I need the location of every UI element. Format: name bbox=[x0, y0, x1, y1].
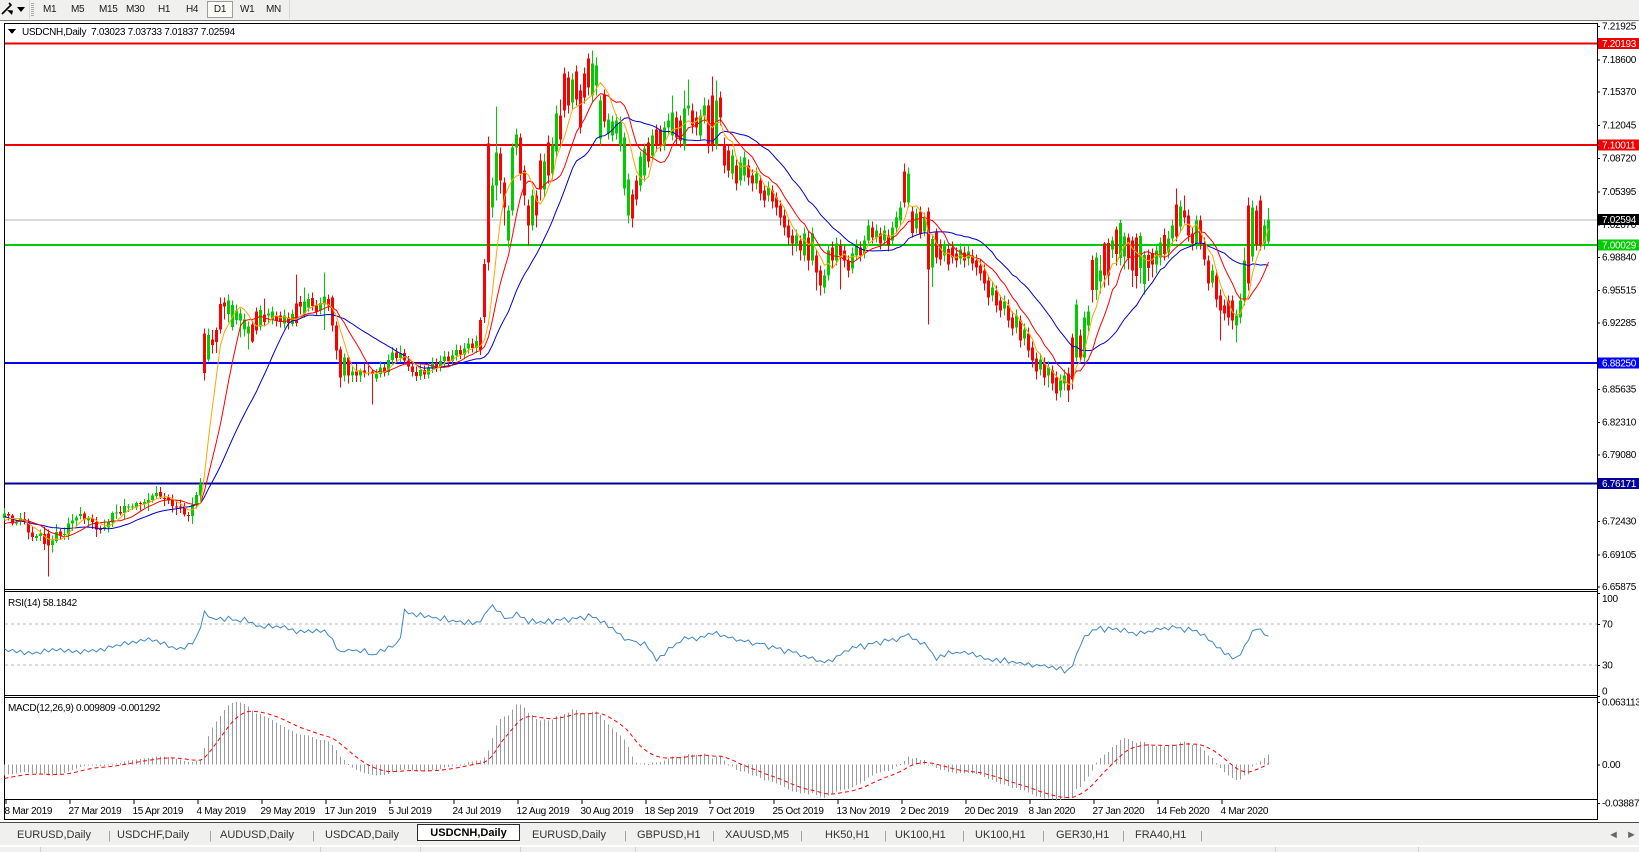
svg-text:7.12045: 7.12045 bbox=[1602, 120, 1637, 131]
svg-text:18 Sep 2019: 18 Sep 2019 bbox=[645, 806, 699, 817]
svg-text:7.18600: 7.18600 bbox=[1602, 55, 1637, 66]
svg-text:4 May 2019: 4 May 2019 bbox=[197, 806, 247, 817]
svg-text:8 Mar 2019: 8 Mar 2019 bbox=[5, 806, 53, 817]
svg-text:7.08720: 7.08720 bbox=[1602, 154, 1637, 165]
svg-text:6.98840: 6.98840 bbox=[1602, 252, 1637, 263]
svg-text:7.15370: 7.15370 bbox=[1602, 87, 1637, 98]
svg-text:0: 0 bbox=[1602, 687, 1608, 698]
svg-text:7.02070: 7.02070 bbox=[1602, 220, 1637, 231]
svg-text:6.65875: 6.65875 bbox=[1602, 582, 1637, 593]
svg-text:4 Mar 2020: 4 Mar 2020 bbox=[1221, 806, 1269, 817]
svg-text:15 Apr 2019: 15 Apr 2019 bbox=[133, 806, 184, 817]
svg-text:6.82310: 6.82310 bbox=[1602, 418, 1637, 429]
svg-text:MACD(12,26,9) 0.009809 -0.0012: MACD(12,26,9) 0.009809 -0.001292 bbox=[8, 703, 161, 714]
svg-text:6.88250: 6.88250 bbox=[1602, 358, 1637, 369]
svg-text:25 Oct 2019: 25 Oct 2019 bbox=[773, 806, 825, 817]
svg-text:7.21925: 7.21925 bbox=[1602, 22, 1637, 33]
svg-text:8 Jan 2020: 8 Jan 2020 bbox=[1029, 806, 1076, 817]
svg-text:6.69105: 6.69105 bbox=[1602, 550, 1637, 561]
svg-text:2 Dec 2019: 2 Dec 2019 bbox=[901, 806, 950, 817]
svg-text:-0.038872: -0.038872 bbox=[1602, 799, 1639, 810]
svg-text:24 Jul 2019: 24 Jul 2019 bbox=[453, 806, 502, 817]
svg-text:100: 100 bbox=[1602, 594, 1619, 605]
svg-text:13 Nov 2019: 13 Nov 2019 bbox=[837, 806, 891, 817]
svg-text:29 May 2019: 29 May 2019 bbox=[261, 806, 316, 817]
svg-text:27 Jan 2020: 27 Jan 2020 bbox=[1093, 806, 1145, 817]
svg-text:7 Oct 2019: 7 Oct 2019 bbox=[709, 806, 756, 817]
svg-text:6.76171: 6.76171 bbox=[1602, 479, 1637, 490]
svg-text:7.05395: 7.05395 bbox=[1602, 187, 1637, 198]
svg-text:7.00029: 7.00029 bbox=[1602, 241, 1637, 252]
svg-text:30 Aug 2019: 30 Aug 2019 bbox=[581, 806, 635, 817]
svg-text:7.02594: 7.02594 bbox=[1602, 215, 1637, 226]
svg-text:USDCNH,Daily 7.03023 7.03733: USDCNH,Daily 7.03023 7.03733 7.01837 7.0… bbox=[22, 27, 236, 38]
svg-text:6.79080: 6.79080 bbox=[1602, 450, 1637, 461]
svg-text:14 Feb 2020: 14 Feb 2020 bbox=[1157, 806, 1211, 817]
svg-text:70: 70 bbox=[1602, 620, 1613, 631]
svg-text:0.063113: 0.063113 bbox=[1602, 698, 1639, 709]
svg-text:20 Dec 2019: 20 Dec 2019 bbox=[965, 806, 1019, 817]
svg-text:17 Jun 2019: 17 Jun 2019 bbox=[325, 806, 377, 817]
svg-text:0.00: 0.00 bbox=[1602, 760, 1621, 771]
svg-text:30: 30 bbox=[1602, 661, 1613, 672]
svg-text:6.72430: 6.72430 bbox=[1602, 517, 1637, 528]
svg-text:6.95515: 6.95515 bbox=[1602, 286, 1637, 297]
svg-text:7.20193: 7.20193 bbox=[1602, 39, 1637, 50]
svg-text:7.10011: 7.10011 bbox=[1602, 141, 1636, 152]
svg-text:6.85635: 6.85635 bbox=[1602, 384, 1637, 395]
svg-text:12 Aug 2019: 12 Aug 2019 bbox=[517, 806, 571, 817]
svg-text:27 Mar 2019: 27 Mar 2019 bbox=[69, 806, 123, 817]
svg-text:RSI(14) 58.1842: RSI(14) 58.1842 bbox=[8, 598, 78, 609]
svg-text:6.92285: 6.92285 bbox=[1602, 318, 1637, 329]
svg-text:5 Jul 2019: 5 Jul 2019 bbox=[389, 806, 433, 817]
